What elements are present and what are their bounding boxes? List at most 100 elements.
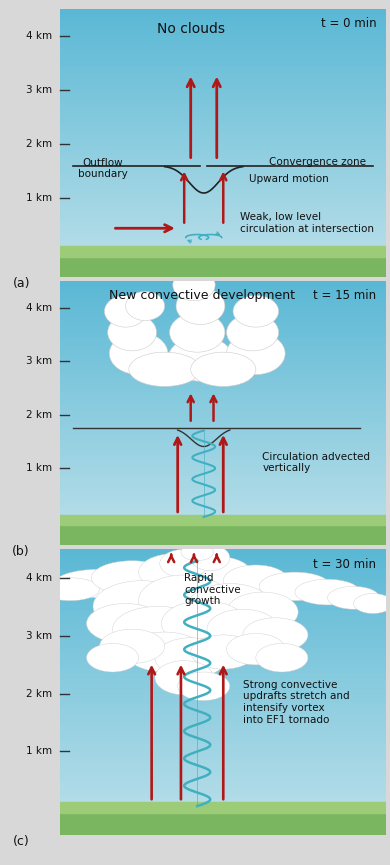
Bar (60, 240, 386, 244)
Bar (60, 85, 386, 88)
Ellipse shape (256, 644, 308, 672)
Bar (60, 786, 386, 790)
Bar (60, 308, 386, 311)
Bar (60, 770, 386, 773)
Bar (60, 244, 386, 247)
Bar (60, 179, 386, 183)
Bar (60, 341, 386, 344)
Bar (60, 751, 386, 753)
Bar (60, 731, 386, 734)
Bar (60, 479, 386, 482)
Bar (60, 183, 386, 186)
Text: Weak, low level
circulation at intersection: Weak, low level circulation at intersect… (239, 212, 374, 234)
Bar (60, 410, 386, 413)
Bar (60, 91, 386, 94)
Bar (60, 134, 386, 137)
Bar (60, 24, 386, 27)
Bar (60, 727, 386, 731)
Text: Strong convective
updrafts stretch and
intensify vortex
into EF1 tornado: Strong convective updrafts stretch and i… (243, 680, 349, 725)
Bar (60, 764, 386, 767)
Bar (60, 473, 386, 477)
Bar (60, 219, 386, 222)
Bar (60, 650, 386, 653)
Bar (60, 575, 386, 579)
Text: 3 km: 3 km (26, 631, 52, 641)
Bar (60, 461, 386, 465)
Bar (60, 614, 386, 618)
Bar (60, 82, 386, 85)
Bar (60, 51, 386, 54)
Bar (60, 670, 386, 673)
Bar (60, 201, 386, 204)
Bar (60, 48, 386, 51)
Text: (a): (a) (12, 277, 30, 290)
Ellipse shape (168, 336, 233, 381)
Bar (60, 338, 386, 341)
Bar (60, 605, 386, 608)
Bar (60, 324, 386, 326)
Bar (60, 449, 386, 452)
Bar (60, 631, 386, 634)
Bar (60, 189, 386, 192)
Bar (60, 247, 386, 250)
Bar (60, 33, 386, 36)
Bar (60, 699, 386, 702)
Bar (60, 747, 386, 751)
Bar (60, 582, 386, 585)
Bar (60, 146, 386, 149)
Ellipse shape (328, 586, 379, 609)
Bar (60, 702, 386, 705)
Bar (60, 112, 386, 115)
Bar (60, 559, 386, 562)
Text: (c): (c) (13, 835, 30, 848)
Bar (60, 431, 386, 434)
Bar (60, 440, 386, 443)
Bar (60, 644, 386, 647)
Bar (60, 705, 386, 708)
Bar (60, 320, 386, 324)
Bar (60, 158, 386, 161)
Text: No clouds: No clouds (157, 22, 225, 36)
Bar (60, 61, 386, 63)
Bar (60, 721, 386, 725)
Text: Convergence zone: Convergence zone (269, 157, 366, 167)
Bar (60, 420, 386, 422)
Bar (60, 362, 386, 365)
Bar (60, 395, 386, 398)
Bar (60, 12, 386, 15)
Bar (60, 790, 386, 793)
Bar (60, 21, 386, 24)
Bar (60, 458, 386, 461)
Bar (60, 569, 386, 572)
Bar (60, 54, 386, 57)
Bar (60, 371, 386, 375)
Bar (60, 416, 386, 420)
Bar (60, 682, 386, 686)
Bar (60, 115, 386, 119)
Bar (60, 621, 386, 624)
Bar (60, 494, 386, 497)
Bar (60, 500, 386, 503)
Bar (60, 347, 386, 350)
Ellipse shape (129, 352, 200, 387)
Ellipse shape (105, 296, 147, 327)
Text: 2 km: 2 km (26, 409, 52, 420)
Ellipse shape (155, 638, 227, 678)
Ellipse shape (259, 572, 331, 600)
Bar (60, 611, 386, 614)
Ellipse shape (138, 575, 230, 626)
Bar (60, 195, 386, 198)
Ellipse shape (227, 332, 285, 375)
Ellipse shape (91, 561, 173, 595)
Bar (60, 103, 386, 106)
Bar (60, 566, 386, 569)
Ellipse shape (160, 549, 209, 578)
Bar (60, 344, 386, 347)
Bar (60, 173, 386, 176)
Bar (60, 137, 386, 140)
Bar (60, 437, 386, 440)
Bar (60, 161, 386, 164)
Bar (60, 152, 386, 155)
Bar (60, 380, 386, 383)
Bar (60, 119, 386, 121)
